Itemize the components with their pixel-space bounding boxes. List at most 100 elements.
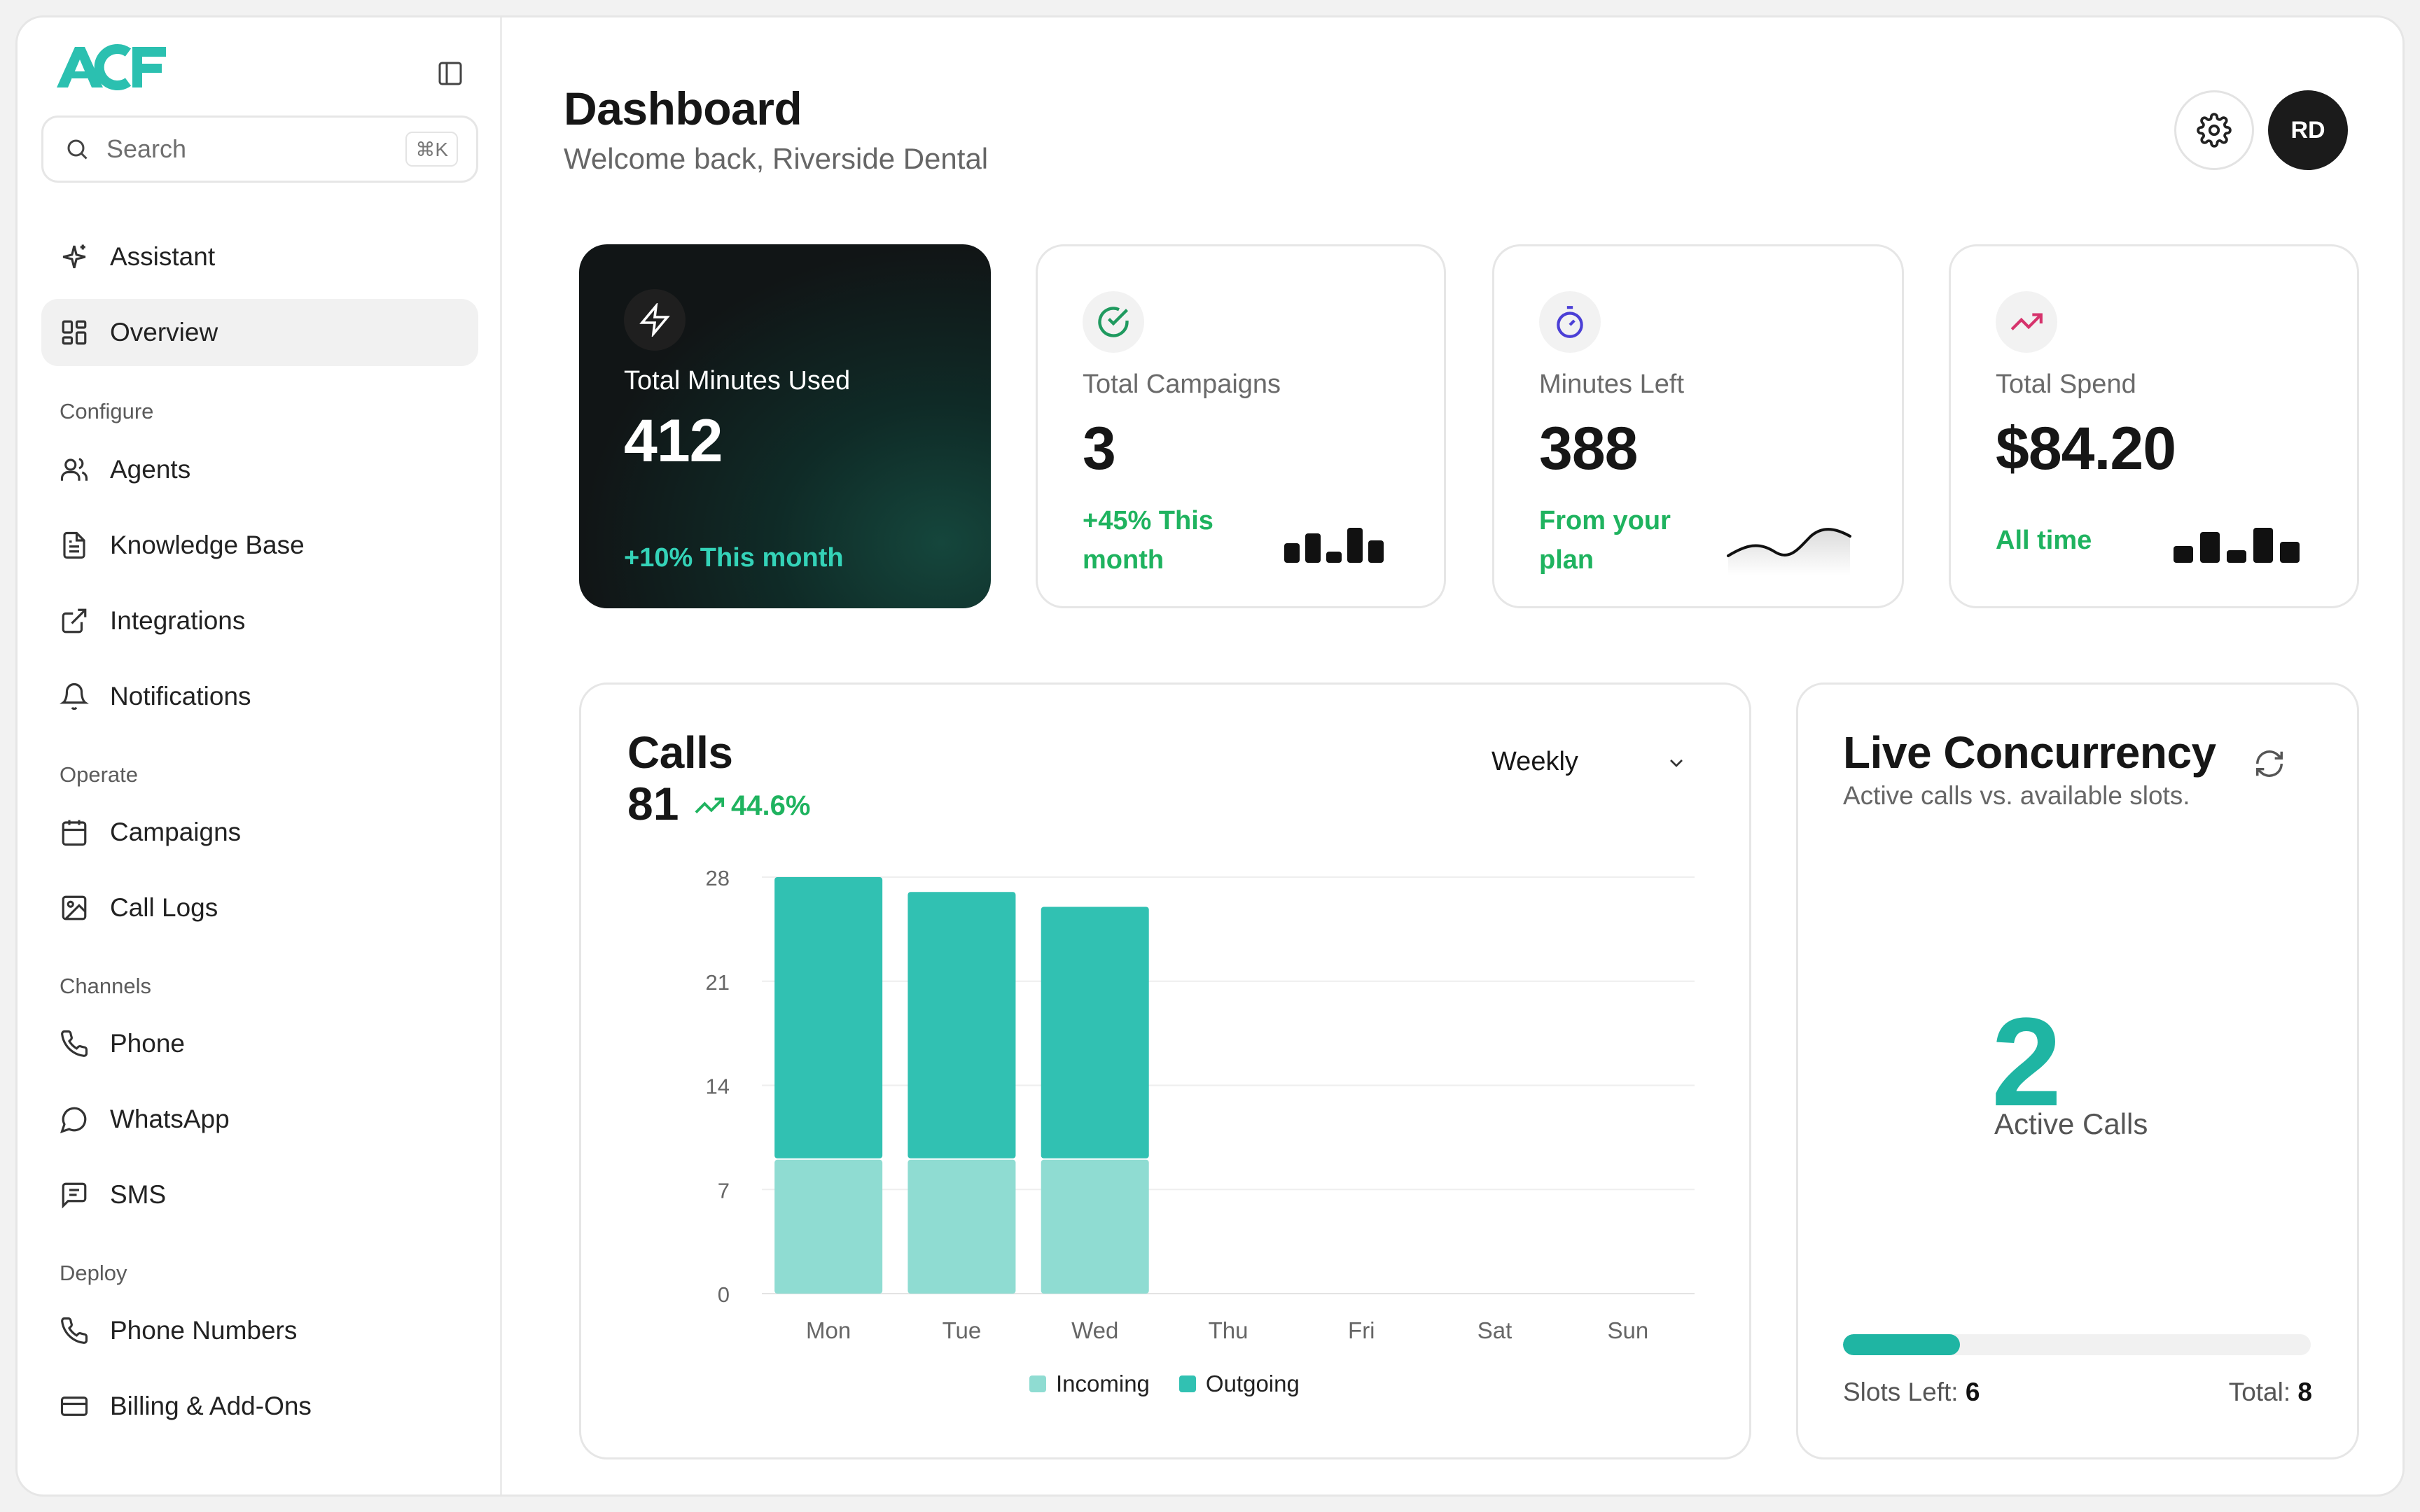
sidebar-item-call-logs[interactable]: Call Logs: [41, 874, 478, 941]
sparkle-icon: [60, 242, 89, 272]
legend-swatch: [1029, 1376, 1046, 1392]
active-calls-value: 2: [1991, 992, 2062, 1133]
x-tick-label: Sun: [1607, 1317, 1648, 1343]
stat-card-campaigns: Total Campaigns 3 +45% This month: [1036, 244, 1446, 608]
section-channels: Channels: [60, 974, 151, 998]
y-tick-label: 0: [718, 1282, 730, 1307]
chart-legend: Incoming Outgoing: [1029, 1371, 1329, 1397]
stat-value: $84.20: [1996, 415, 2176, 482]
stat-label: Total Minutes Used: [624, 366, 851, 396]
calls-count: 81: [627, 778, 679, 830]
sidebar-item-label: Overview: [110, 318, 218, 346]
message-square-icon: [60, 1180, 89, 1210]
stat-label: Total Campaigns: [1083, 370, 1281, 399]
sidebar-item-integrations[interactable]: Integrations: [41, 587, 478, 654]
bar-incoming-mon: [774, 1159, 883, 1294]
period-select[interactable]: Weekly: [1491, 727, 1716, 797]
trending-up-icon: [695, 797, 725, 813]
stat-label: Minutes Left: [1539, 370, 1684, 399]
period-select-value: Weekly: [1491, 746, 1578, 776]
sidebar-item-sms[interactable]: SMS: [41, 1161, 478, 1228]
chevron-down-icon: [1670, 760, 1683, 767]
search-shortcut-badge: ⌘K: [405, 132, 458, 167]
sidebar-item-billing[interactable]: Billing & Add-Ons: [41, 1373, 478, 1440]
settings-button[interactable]: [2174, 90, 2254, 170]
sidebar-item-campaigns[interactable]: Campaigns: [41, 799, 478, 866]
stat-card-total-spend: Total Spend $84.20 All time: [1949, 244, 2359, 608]
document-icon: [60, 531, 89, 560]
calendar-icon: [60, 818, 89, 847]
gear-icon: [2197, 113, 2232, 148]
search-input[interactable]: Search ⌘K: [41, 115, 478, 183]
x-tick-label: Sat: [1477, 1317, 1512, 1343]
users-icon: [60, 455, 89, 484]
page-title: Dashboard: [564, 83, 802, 134]
check-circle-icon: [1083, 291, 1144, 353]
sidebar-item-phone[interactable]: Phone: [41, 1010, 478, 1077]
sidebar-item-label: SMS: [110, 1180, 167, 1209]
sidebar-item-label: Notifications: [110, 682, 251, 710]
sidebar-item-label: Phone: [110, 1029, 185, 1058]
concurrency-subtitle: Active calls vs. available slots.: [1843, 781, 2190, 810]
slots-total: Total: 8: [2229, 1378, 2312, 1407]
sidebar-toggle-button[interactable]: [424, 47, 477, 100]
legend-item-incoming: Incoming: [1029, 1371, 1150, 1397]
bar-incoming-tue: [908, 1159, 1016, 1294]
image-icon: [60, 893, 89, 923]
y-tick-label: 7: [718, 1178, 730, 1203]
stat-value: 412: [624, 407, 723, 475]
sidebar-item-notifications[interactable]: Notifications: [41, 663, 478, 730]
phone-icon: [60, 1316, 89, 1345]
search-icon: [67, 139, 88, 160]
stopwatch-icon: [1539, 291, 1601, 353]
sidebar-item-label: Agents: [110, 455, 191, 484]
slots-left-label: Slots Left:: [1843, 1378, 1959, 1406]
legend-label: Incoming: [1056, 1371, 1150, 1396]
calls-title: Calls: [627, 727, 733, 778]
stat-note: From your plan: [1539, 506, 1671, 575]
page-subtitle: Welcome back, Riverside Dental: [564, 142, 989, 175]
slots-left: Slots Left: 6: [1843, 1378, 1980, 1407]
bell-icon: [60, 682, 89, 711]
sidebar-item-label: Knowledge Base: [110, 531, 305, 559]
bar-incoming-wed: [1041, 1159, 1149, 1294]
refresh-button[interactable]: [2253, 748, 2286, 780]
sidebar-item-label: Integrations: [110, 606, 246, 635]
stat-value: 388: [1539, 415, 1638, 482]
sidebar-item-overview[interactable]: Overview: [41, 299, 478, 366]
sidebar-item-knowledge-base[interactable]: Knowledge Base: [41, 512, 478, 579]
search-placeholder: Search: [106, 134, 187, 163]
legend-item-outgoing: Outgoing: [1178, 1371, 1300, 1397]
legend-swatch: [1178, 1376, 1196, 1392]
sidebar-item-phone-numbers[interactable]: Phone Numbers: [41, 1297, 478, 1364]
x-tick-label: Thu: [1209, 1317, 1249, 1343]
calls-bar-chart: 0 7 14 21 28 Mon Tue Wed Thu Fri Sat Sun: [706, 866, 1695, 1343]
stat-note: All time: [1996, 526, 2092, 555]
mini-bar-chart: [1284, 528, 1384, 563]
external-link-icon: [60, 606, 89, 636]
calls-card: Calls 81 44.6% Weekly 0 7 14 21 28 Mon Tue Wed T…: [579, 682, 1751, 1460]
sidebar-item-agents[interactable]: Agents: [41, 436, 478, 503]
stat-note: +45% This month: [1083, 506, 1214, 575]
stat-note: +10% This month: [624, 543, 844, 573]
trending-up-icon: [1996, 291, 2057, 353]
y-tick-label: 28: [706, 866, 730, 890]
acf-logo[interactable]: [55, 43, 167, 92]
slots-total-value: 8: [2297, 1378, 2312, 1406]
y-tick-label: 14: [706, 1074, 730, 1099]
x-tick-label: Wed: [1071, 1317, 1118, 1343]
stat-label: Total Spend: [1996, 370, 2136, 399]
live-concurrency-card: Live Concurrency Active calls vs. availa…: [1796, 682, 2359, 1460]
slots-progress-bar: [1843, 1334, 2311, 1355]
bar-outgoing-wed: [1041, 906, 1149, 1158]
concurrency-title: Live Concurrency: [1843, 727, 2216, 778]
x-tick-label: Fri: [1348, 1317, 1375, 1343]
bar-outgoing-tue: [908, 892, 1016, 1158]
sidebar-item-whatsapp[interactable]: WhatsApp: [41, 1086, 478, 1153]
sidebar-item-assistant[interactable]: Assistant: [41, 223, 478, 290]
x-tick-label: Mon: [806, 1317, 851, 1343]
sidebar-panel-icon: [438, 62, 462, 85]
bar-outgoing-mon: [774, 877, 883, 1158]
user-avatar[interactable]: RD: [2268, 90, 2348, 170]
sidebar-item-label: Phone Numbers: [110, 1316, 298, 1345]
